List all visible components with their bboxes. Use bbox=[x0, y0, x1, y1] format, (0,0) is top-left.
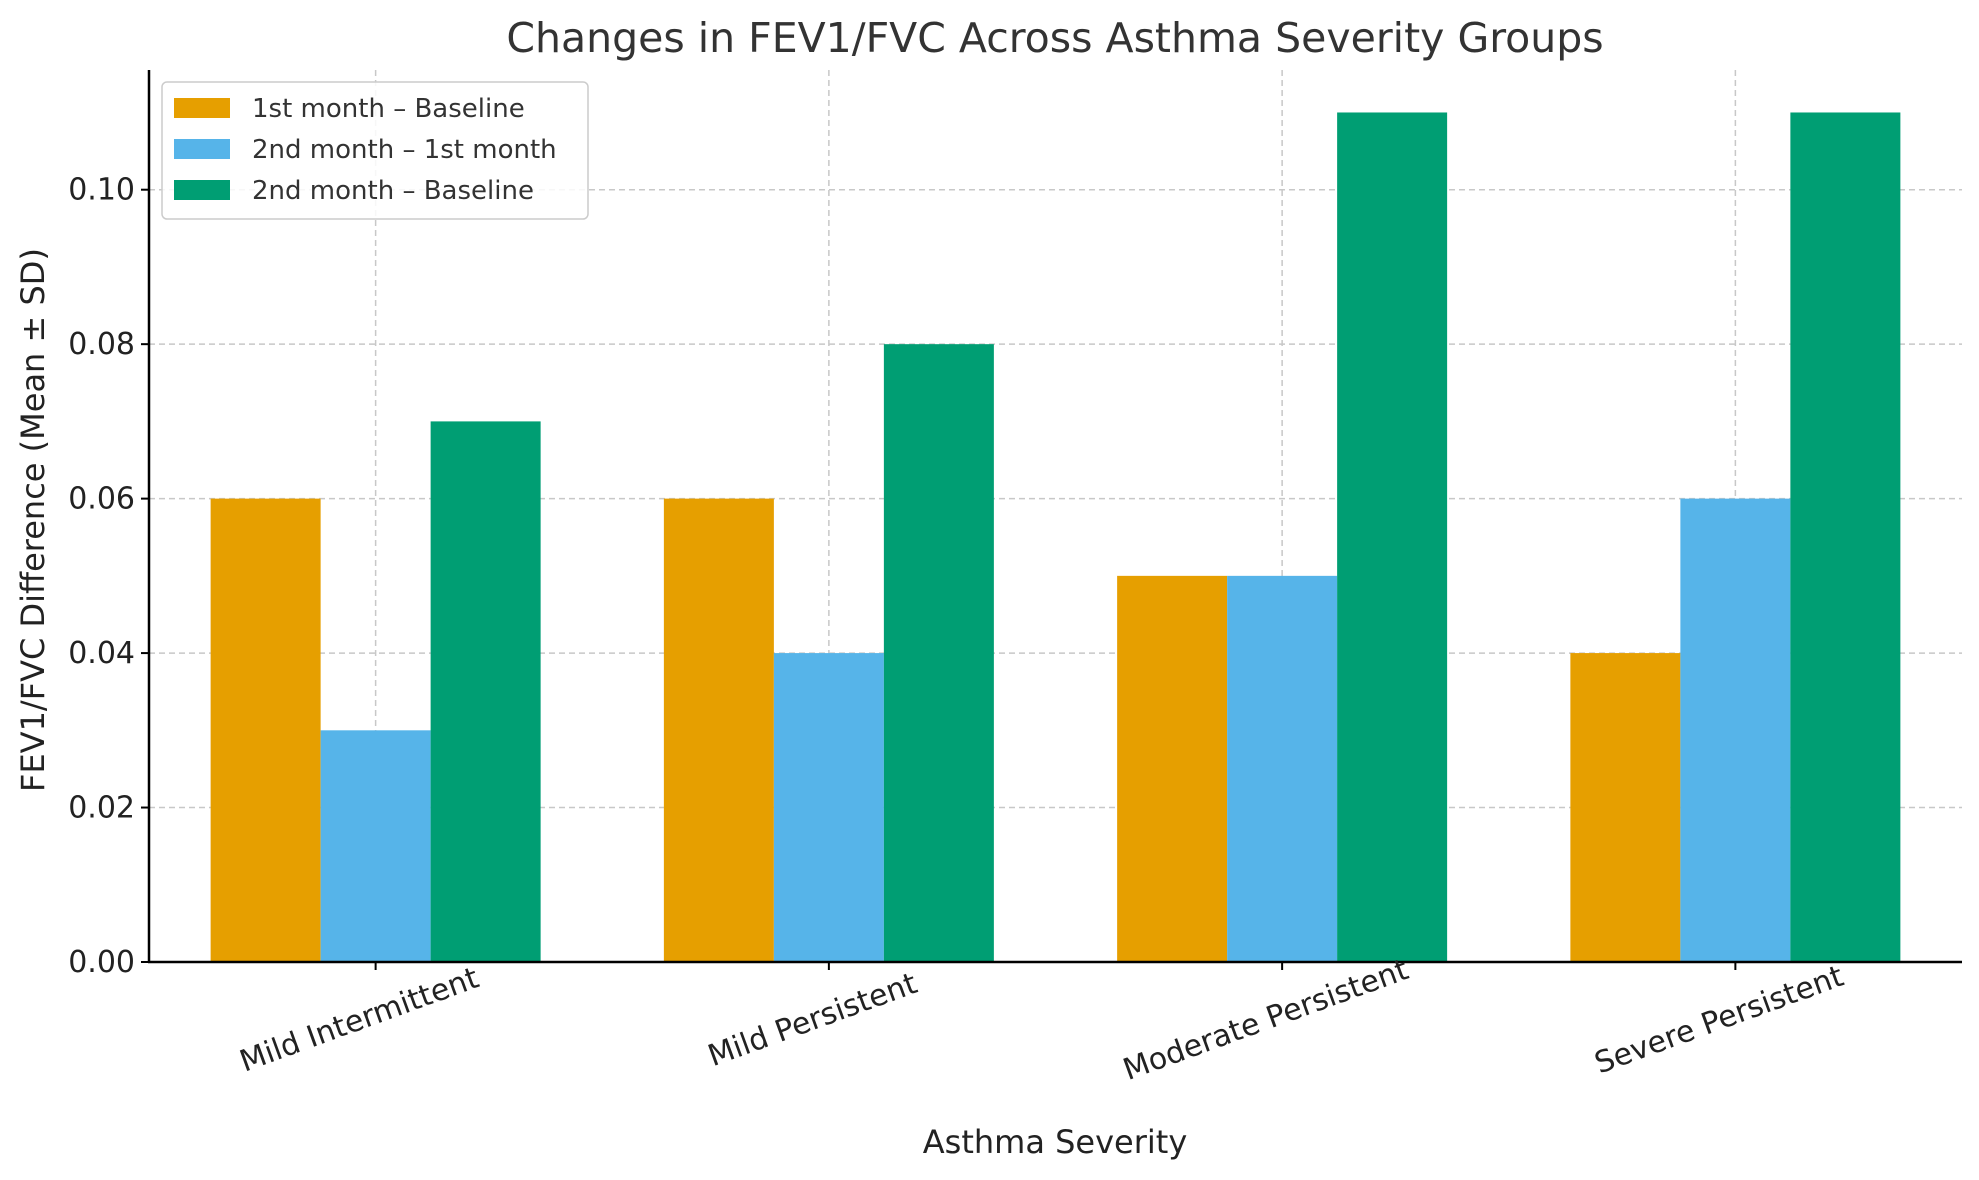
bar bbox=[773, 653, 884, 962]
axes bbox=[141, 70, 1962, 970]
bar bbox=[430, 421, 541, 963]
x-axis-label: Asthma Severity bbox=[923, 1123, 1188, 1161]
y-tick-label: 0.02 bbox=[68, 791, 135, 826]
y-tick-label: 0.04 bbox=[68, 636, 135, 671]
bar bbox=[1227, 575, 1338, 962]
legend-swatch bbox=[174, 180, 230, 200]
bar bbox=[1790, 112, 1901, 962]
y-axis-label: FEV1/FVC Difference (Mean ± SD) bbox=[14, 248, 52, 792]
x-tick-label: Severe Persistent bbox=[1590, 959, 1848, 1082]
legend-box bbox=[161, 81, 589, 220]
legend-label: 2nd month – Baseline bbox=[252, 176, 534, 206]
x-tick-label: Mild Persistent bbox=[703, 966, 921, 1074]
legend: 1st month – Baseline 2nd month – 1st mont… bbox=[161, 81, 589, 220]
x-tick-label: Moderate Persistent bbox=[1119, 952, 1414, 1088]
bar bbox=[663, 498, 774, 962]
bar bbox=[1570, 653, 1681, 962]
bar bbox=[883, 344, 994, 962]
legend-label: 2nd month – 1st month bbox=[252, 135, 557, 165]
y-tick-label: 0.00 bbox=[68, 945, 135, 980]
y-tick-label: 0.10 bbox=[68, 173, 135, 208]
legend-swatch bbox=[174, 98, 230, 118]
bars bbox=[210, 112, 1901, 963]
bar bbox=[1337, 112, 1448, 962]
bar bbox=[210, 498, 321, 962]
x-tick-label: Mild Intermittent bbox=[235, 961, 483, 1080]
chart-title: Changes in FEV1/FVC Across Asthma Severi… bbox=[506, 14, 1603, 62]
bar bbox=[320, 730, 431, 962]
y-tick-label: 0.08 bbox=[68, 327, 135, 362]
y-tick-label: 0.06 bbox=[68, 482, 135, 517]
bar bbox=[1680, 498, 1791, 962]
legend-label: 1st month – Baseline bbox=[252, 94, 525, 124]
bar bbox=[1117, 575, 1228, 962]
legend-swatch bbox=[174, 139, 230, 159]
